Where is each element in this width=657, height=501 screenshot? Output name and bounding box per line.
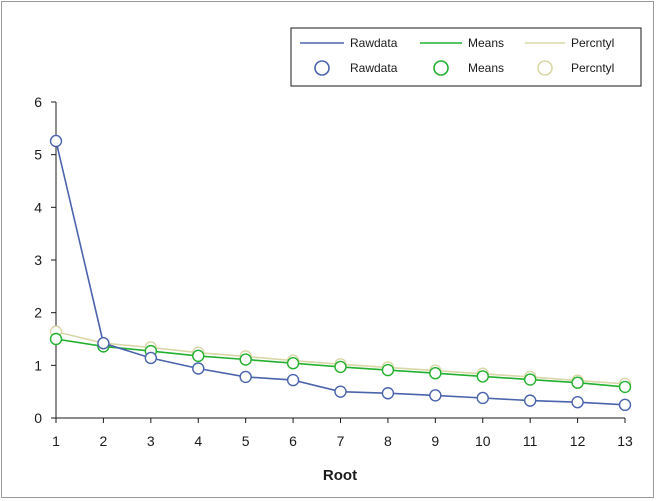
y-tick-label: 0 [34, 410, 42, 426]
data-point-means [192, 349, 205, 363]
series-layer [49, 134, 632, 412]
x-tick-label: 11 [523, 433, 538, 449]
y-tick-label: 6 [34, 94, 42, 110]
x-tick-label: 5 [242, 433, 250, 449]
data-point-rawdata [49, 134, 63, 148]
x-tick-label: 4 [194, 433, 202, 449]
y-tick-label: 3 [34, 252, 42, 268]
data-point-means [239, 353, 252, 366]
x-tick-label: 1 [52, 433, 60, 449]
data-point-means [618, 380, 632, 394]
legend-label-line-rawdata: Rawdata [350, 36, 398, 50]
data-point-rawdata [239, 370, 252, 384]
data-point-rawdata [192, 362, 205, 375]
data-point-rawdata [286, 373, 300, 387]
x-tick-label: 3 [147, 433, 155, 449]
data-point-rawdata [523, 394, 537, 407]
data-point-means [476, 370, 489, 383]
legend: Rawdata Rawdata Means Means Percntyl Percntyl [290, 27, 642, 87]
x-tick-label: 8 [384, 433, 392, 449]
y-tick-label: 2 [34, 305, 42, 321]
x-tick-label: 12 [570, 433, 586, 449]
x-tick-label: 7 [337, 433, 345, 449]
data-point-means [334, 360, 347, 374]
x-tick-label: 6 [289, 433, 297, 449]
data-point-rawdata [618, 398, 632, 412]
series-line-percntyl [55, 330, 626, 385]
data-point-means [523, 373, 537, 386]
data-point-means [49, 332, 63, 346]
data-point-means [429, 367, 442, 380]
legend-box [290, 27, 642, 87]
data-point-rawdata [571, 396, 584, 409]
x-axis-title: Root [323, 467, 357, 484]
data-point-rawdata [144, 351, 158, 365]
legend-label-marker-percntyl: Percntyl [571, 61, 614, 75]
legend-marker-means [433, 60, 449, 76]
data-point-rawdata [476, 391, 489, 405]
data-point-rawdata [97, 337, 110, 350]
x-tick-label: 10 [475, 433, 491, 449]
legend-label-marker-means: Means [468, 61, 504, 75]
data-point-means [286, 357, 300, 370]
legend-marker-rawdata [314, 60, 330, 76]
legend-marker-percntyl [537, 60, 553, 76]
legend-label-line-percntyl: Percntyl [571, 36, 614, 50]
x-tick-label: 9 [431, 433, 439, 449]
legend-label-line-means: Means [468, 36, 504, 50]
legend-label-marker-rawdata: Rawdata [350, 61, 398, 75]
data-point-means [571, 376, 584, 389]
y-tick-label: 4 [34, 199, 42, 215]
data-point-means [381, 363, 395, 377]
y-tick-label: 1 [34, 357, 42, 373]
y-tick-label: 5 [34, 147, 42, 163]
x-tick-label: 2 [100, 433, 108, 449]
data-point-rawdata [381, 387, 395, 400]
data-point-rawdata [429, 389, 442, 402]
data-point-rawdata [334, 385, 347, 398]
x-tick-label: 13 [617, 433, 633, 449]
